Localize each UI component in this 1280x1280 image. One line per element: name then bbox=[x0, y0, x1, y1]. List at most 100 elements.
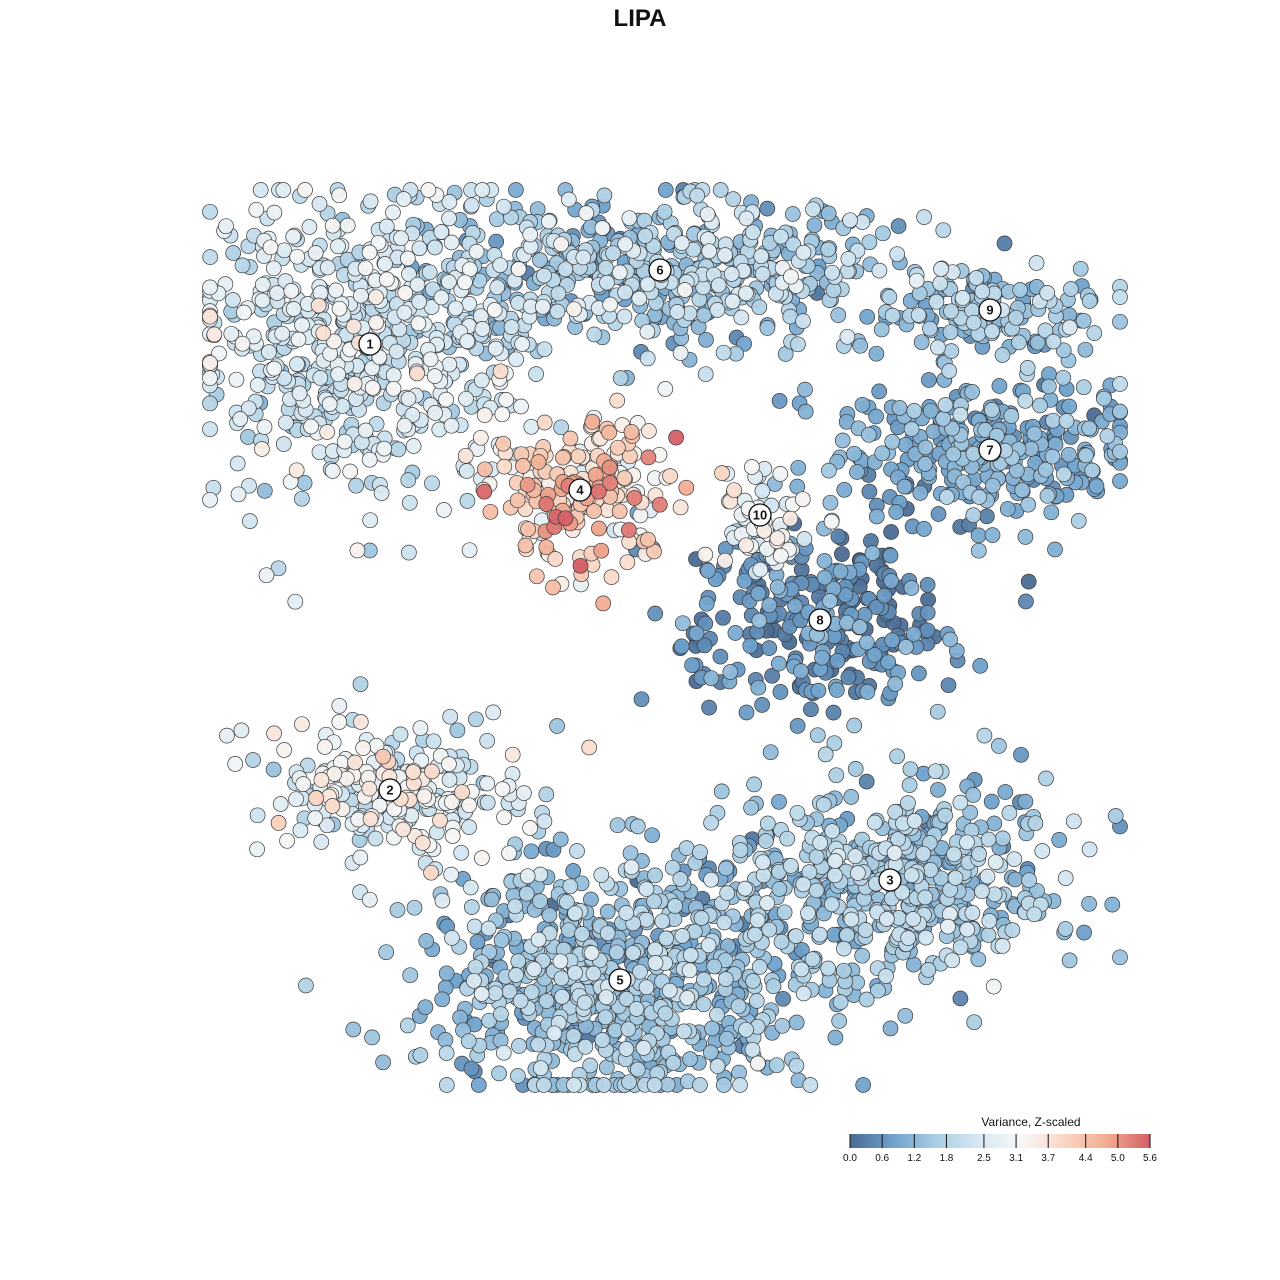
data-point bbox=[599, 274, 615, 291]
data-point bbox=[994, 938, 1011, 954]
data-point bbox=[441, 194, 458, 210]
data-point bbox=[689, 187, 706, 204]
data-point bbox=[790, 459, 807, 476]
data-point bbox=[696, 971, 712, 988]
data-point bbox=[719, 885, 736, 901]
data-point bbox=[829, 653, 846, 669]
data-point bbox=[434, 991, 451, 1008]
data-point bbox=[769, 530, 786, 547]
data-point bbox=[567, 964, 583, 981]
data-point bbox=[970, 542, 987, 559]
data-point bbox=[494, 406, 511, 423]
data-point bbox=[884, 632, 900, 649]
data-point bbox=[883, 524, 899, 540]
data-point bbox=[593, 542, 610, 559]
data-point bbox=[254, 441, 270, 457]
data-point bbox=[516, 785, 532, 801]
data-point bbox=[594, 1032, 611, 1048]
data-point bbox=[1099, 428, 1116, 444]
data-point bbox=[762, 744, 779, 761]
data-point bbox=[886, 845, 903, 861]
data-point bbox=[825, 704, 842, 721]
data-point bbox=[952, 794, 969, 811]
data-point bbox=[536, 813, 553, 830]
data-point bbox=[501, 845, 517, 862]
data-point bbox=[466, 918, 483, 935]
data-point bbox=[696, 307, 712, 323]
data-point bbox=[331, 300, 348, 317]
data-point bbox=[376, 440, 393, 457]
data-point bbox=[866, 647, 883, 663]
data-point bbox=[727, 625, 744, 641]
data-point bbox=[871, 383, 888, 400]
data-point bbox=[530, 454, 547, 470]
data-point bbox=[715, 344, 732, 361]
data-point bbox=[294, 317, 310, 333]
data-point bbox=[772, 466, 789, 482]
data-point bbox=[1061, 319, 1078, 336]
data-point bbox=[826, 735, 843, 752]
data-point bbox=[644, 827, 660, 844]
data-point bbox=[230, 486, 247, 503]
data-point bbox=[461, 296, 478, 312]
data-point bbox=[534, 298, 551, 315]
data-point bbox=[930, 506, 947, 522]
data-point bbox=[764, 667, 780, 684]
data-point bbox=[453, 844, 470, 861]
data-point bbox=[313, 834, 330, 850]
data-point bbox=[206, 326, 223, 343]
data-point bbox=[1037, 322, 1054, 339]
data-point bbox=[943, 343, 960, 359]
data-point bbox=[593, 867, 610, 883]
data-point bbox=[772, 684, 789, 700]
data-point bbox=[292, 822, 309, 839]
data-point bbox=[202, 308, 218, 325]
data-point bbox=[1081, 293, 1098, 309]
data-point bbox=[940, 677, 957, 694]
data-point bbox=[935, 410, 952, 427]
data-point bbox=[696, 637, 713, 654]
data-point bbox=[443, 234, 460, 251]
data-point bbox=[673, 638, 690, 655]
data-point bbox=[808, 882, 825, 899]
data-point bbox=[1012, 282, 1028, 298]
data-point bbox=[919, 604, 936, 621]
cluster-label-1: 1 bbox=[358, 332, 382, 356]
data-point bbox=[388, 343, 405, 360]
data-point bbox=[933, 261, 949, 277]
data-point bbox=[558, 894, 575, 910]
data-point bbox=[832, 994, 849, 1010]
data-point bbox=[1040, 378, 1057, 395]
data-point bbox=[545, 579, 561, 596]
data-point bbox=[436, 502, 452, 518]
data-point bbox=[755, 867, 772, 884]
data-point bbox=[742, 638, 759, 654]
data-point bbox=[772, 547, 789, 564]
cluster-label-text: 4 bbox=[576, 483, 584, 498]
data-point bbox=[840, 251, 857, 267]
data-point bbox=[240, 429, 256, 445]
data-point bbox=[411, 293, 428, 310]
data-point bbox=[1063, 281, 1079, 297]
data-point bbox=[493, 932, 510, 949]
data-point bbox=[1011, 334, 1027, 351]
data-point bbox=[672, 499, 689, 516]
data-point bbox=[584, 414, 601, 430]
data-point bbox=[855, 1077, 872, 1093]
data-point bbox=[937, 807, 953, 824]
data-point bbox=[1070, 513, 1087, 529]
data-point bbox=[242, 513, 258, 529]
data-point bbox=[858, 773, 875, 790]
data-point bbox=[402, 967, 419, 984]
data-point bbox=[438, 1077, 455, 1093]
data-point bbox=[930, 339, 946, 356]
data-point bbox=[472, 429, 489, 446]
data-point bbox=[654, 913, 671, 930]
data-point bbox=[657, 182, 674, 198]
data-point bbox=[874, 445, 891, 462]
data-point bbox=[811, 926, 828, 943]
data-point bbox=[294, 716, 310, 733]
data-point bbox=[1112, 403, 1128, 420]
data-point bbox=[913, 334, 930, 351]
data-point bbox=[836, 481, 853, 498]
